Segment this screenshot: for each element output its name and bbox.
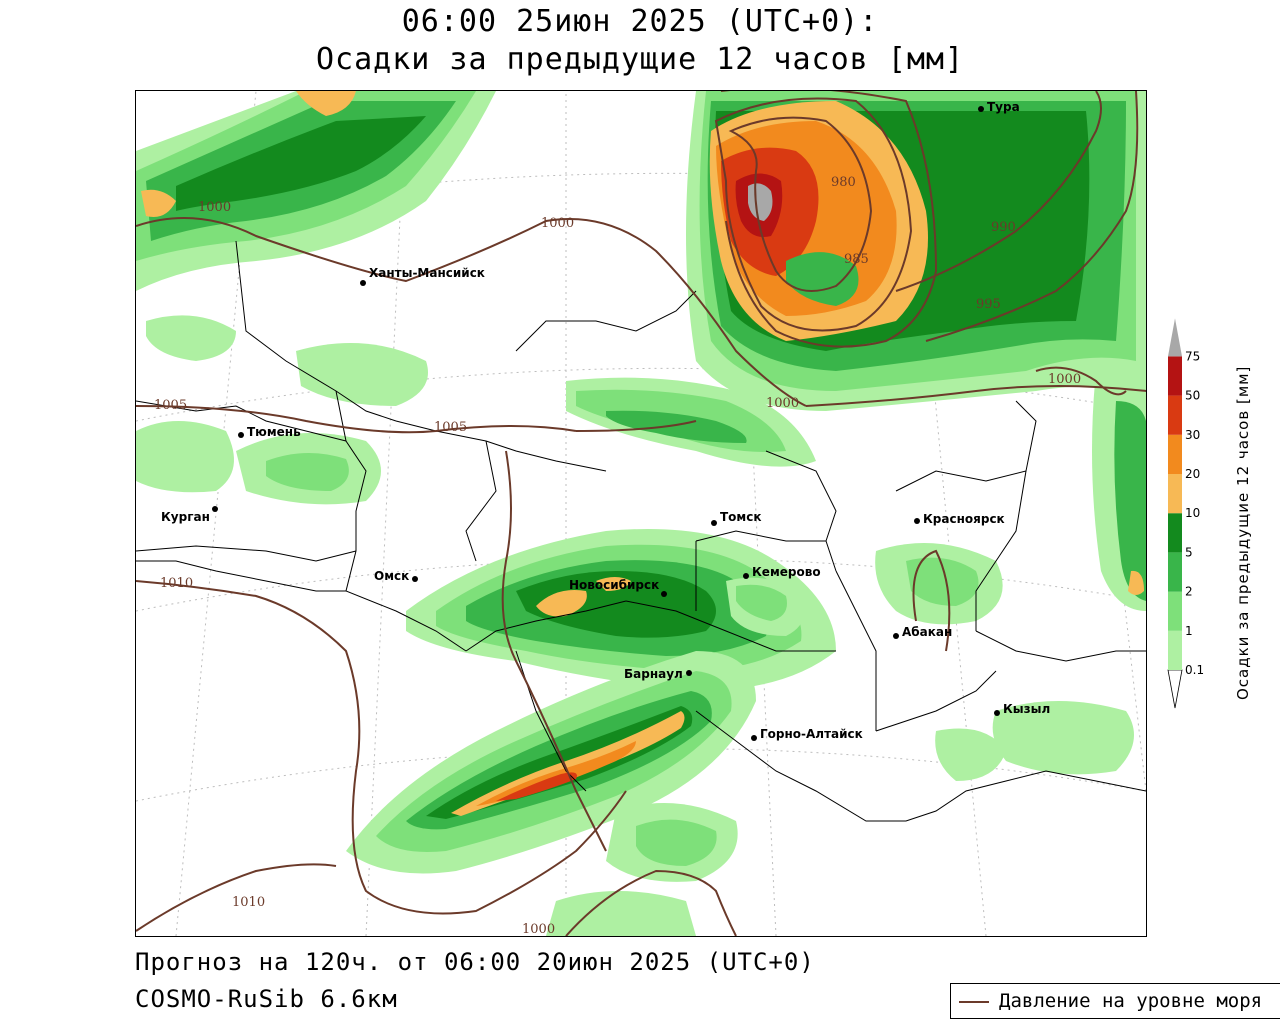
city-label: Курган bbox=[161, 510, 210, 524]
colorbar-segment bbox=[1168, 434, 1182, 474]
isobar-label: 1005 bbox=[434, 420, 467, 435]
colorbar-segment bbox=[1168, 395, 1182, 435]
map-title-time: 06:00 25июн 2025 (UTC+0): bbox=[401, 4, 879, 39]
colorbar-segment bbox=[1168, 356, 1182, 396]
colorbar-segment bbox=[1168, 630, 1182, 670]
colorbar-overflow bbox=[1168, 318, 1182, 357]
colorbar-tick-label: 0.1 bbox=[1185, 663, 1204, 677]
city-label: Красноярск bbox=[923, 512, 1005, 526]
city-label: Абакан bbox=[902, 625, 952, 639]
colorbar-segment bbox=[1168, 552, 1182, 592]
isobar-label: 1010 bbox=[160, 576, 193, 591]
city-marker: Красноярск bbox=[914, 512, 1005, 526]
map-legend: Давление на уровне моря bbox=[950, 983, 1280, 1019]
colorbar-segments bbox=[1167, 318, 1183, 709]
isobar-label: 995 bbox=[976, 297, 1001, 312]
precipitation-field bbox=[136, 91, 1146, 936]
cities: Ханты-Мансийск Тюмень Курган Омск Новоси… bbox=[161, 100, 1050, 741]
borders bbox=[136, 240, 1146, 822]
colorbar-tick-label: 50 bbox=[1185, 389, 1200, 403]
map-title-variable: Осадки за предыдущие 12 часов [мм] bbox=[315, 42, 965, 77]
city-label: Кемерово bbox=[752, 565, 821, 579]
isobar-legend-line bbox=[959, 1001, 989, 1003]
isobar-legend-label: Давление на уровне моря bbox=[999, 990, 1263, 1012]
colorbar-segment bbox=[1168, 513, 1182, 553]
city-marker: Абакан bbox=[893, 625, 952, 639]
city-marker: Томск bbox=[711, 510, 762, 526]
isobar-label: 980 bbox=[831, 175, 856, 190]
isobar-label: 1000 bbox=[198, 200, 231, 215]
isobar-label: 1000 bbox=[541, 216, 574, 231]
colorbar-tick-label: 75 bbox=[1185, 349, 1200, 363]
colorbar-segment bbox=[1168, 474, 1182, 514]
colorbar-underflow bbox=[1167, 669, 1183, 709]
model-name: COSMO-RuSib 6.6км bbox=[135, 985, 398, 1013]
city-marker: Тура bbox=[978, 100, 1020, 114]
colorbar-tick-label: 10 bbox=[1185, 506, 1200, 520]
isobar-label: 990 bbox=[991, 220, 1016, 235]
city-label: Ханты-Мансийск bbox=[369, 266, 485, 280]
city-marker: Омск bbox=[374, 569, 418, 583]
city-marker: Ханты-Мансийск bbox=[360, 266, 485, 286]
city-marker: Горно-Алтайск bbox=[751, 727, 863, 741]
city-label: Омск bbox=[374, 569, 409, 583]
city-label: Кызыл bbox=[1003, 702, 1050, 716]
isobar-label: 1005 bbox=[154, 398, 187, 413]
city-marker: Барнаул bbox=[624, 667, 692, 681]
city-marker: Новосибирск bbox=[569, 578, 667, 597]
isobar-labels: 1000 1000 980 985 990 995 1000 1000 1005… bbox=[154, 175, 1081, 936]
city-marker: Кызыл bbox=[994, 702, 1050, 716]
city-label: Барнаул bbox=[624, 667, 683, 681]
colorbar-title: Осадки за предыдущие 12 часов [мм] bbox=[1234, 365, 1252, 700]
colorbar-tick-label: 1 bbox=[1185, 624, 1193, 638]
city-marker: Курган bbox=[161, 506, 218, 524]
isobar-label: 1000 bbox=[1048, 372, 1081, 387]
city-marker: Тюмень bbox=[238, 425, 301, 439]
city-marker: Кемерово bbox=[743, 565, 821, 579]
colorbar-segment bbox=[1168, 591, 1182, 631]
colorbar-ticks: 0.1 1 2 5 10 20 30 50 75 bbox=[1185, 349, 1204, 677]
colorbar-tick-label: 5 bbox=[1185, 545, 1193, 559]
isobar-label: 1000 bbox=[766, 396, 799, 411]
city-label: Горно-Алтайск bbox=[760, 727, 863, 741]
city-label: Тура bbox=[987, 100, 1020, 114]
precipitation-colorbar: 0.1 1 2 5 10 20 30 50 75 bbox=[1167, 318, 1204, 709]
isobar-label: 1010 bbox=[232, 895, 265, 910]
isobar-label: 985 bbox=[844, 252, 869, 267]
forecast-info: Прогноз на 120ч. от 06:00 20июн 2025 (UT… bbox=[135, 948, 815, 976]
city-label: Тюмень bbox=[247, 425, 301, 439]
isobar-label: 1000 bbox=[522, 922, 555, 936]
colorbar-tick-label: 20 bbox=[1185, 467, 1200, 481]
city-label: Томск bbox=[720, 510, 762, 524]
precipitation-map: 1000 1000 980 985 990 995 1000 1000 1005… bbox=[135, 90, 1147, 937]
colorbar-tick-label: 30 bbox=[1185, 428, 1200, 442]
city-label: Новосибирск bbox=[569, 578, 659, 592]
isobars bbox=[136, 91, 1146, 936]
colorbar-tick-label: 2 bbox=[1185, 585, 1193, 599]
